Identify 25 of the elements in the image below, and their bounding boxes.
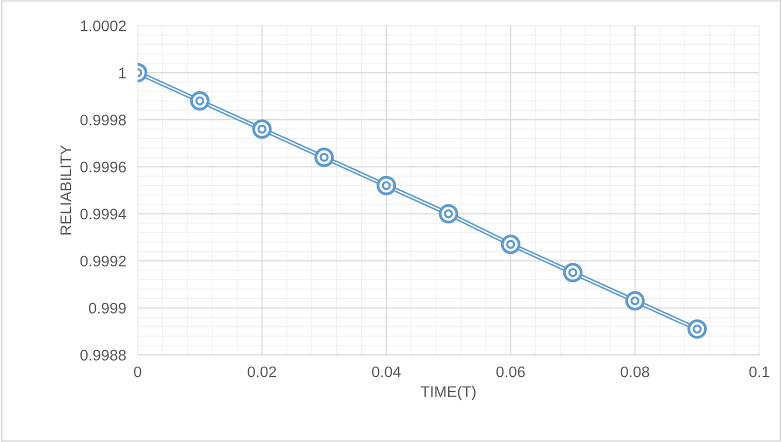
y-tick-label: 1 (119, 68, 126, 78)
y-tick-label: 0.9998 (80, 114, 126, 126)
point (252, 119, 272, 139)
x-axis-title: TIME(T) (420, 386, 476, 400)
y-tick-label: 0.9988 (80, 350, 126, 361)
point (563, 262, 583, 282)
x-tick-label: 0 (134, 366, 142, 378)
y-axis-title: RELIABILITY (60, 145, 72, 234)
x-tick-label: 0.04 (372, 366, 401, 378)
point (376, 176, 396, 196)
x-tick-label: 0.02 (248, 366, 276, 378)
y-tick-label: 0.9994 (80, 208, 126, 220)
point (625, 291, 645, 311)
point (190, 91, 210, 111)
y-tick-label: 1.0002 (80, 20, 126, 32)
point (500, 234, 520, 254)
point (438, 204, 458, 224)
point (314, 148, 334, 168)
x-tick-label: 0.1 (749, 366, 770, 378)
point (687, 319, 707, 339)
y-tick-label: 0.999 (88, 302, 126, 314)
y-tick-label: 0.9996 (80, 162, 126, 172)
x-tick-label: 0.08 (620, 366, 650, 378)
y-tick-label: 0.9992 (80, 256, 126, 267)
x-tick-label: 0.06 (496, 366, 525, 378)
